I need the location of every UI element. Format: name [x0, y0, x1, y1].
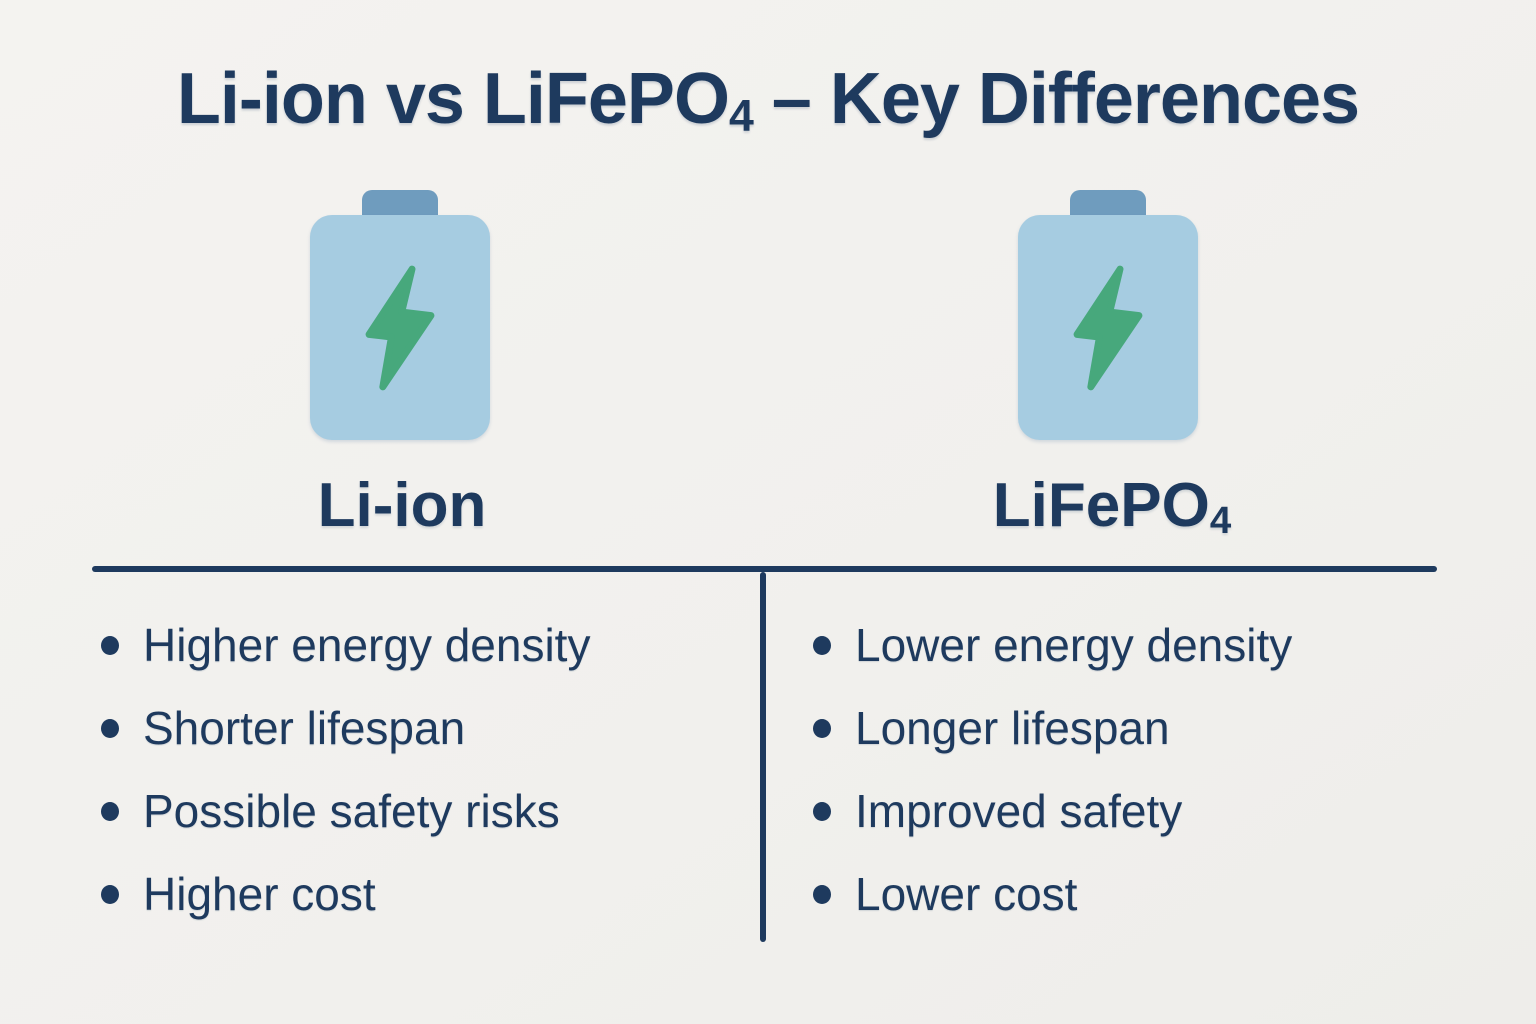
horizontal-divider [92, 566, 1437, 572]
list-item-text: Improved safety [855, 785, 1183, 837]
list-item: Higher energy density [101, 618, 590, 672]
list-item: Lower cost [813, 867, 1292, 921]
list-item: Higher cost [101, 867, 590, 921]
list-item-text: Higher energy density [143, 619, 591, 671]
column-label-subscript: 4 [1209, 498, 1232, 542]
list-item: Shorter lifespan [101, 701, 590, 755]
title-subscript: 4 [728, 92, 754, 142]
battery-body [1018, 215, 1198, 440]
bullet-dot [101, 718, 119, 738]
li-ion-feature-list: Higher energy density Shorter lifespan P… [101, 618, 590, 921]
title-suffix-text: – Key Differences [752, 59, 1360, 139]
list-item-text: Possible safety risks [143, 785, 560, 837]
page-title: Li-ion vs LiFePO4 – Key Differences [0, 58, 1536, 142]
column-label-li-ion: Li-ion [172, 470, 632, 541]
column-label-text: Li-ion [317, 471, 487, 540]
bullet-dot [813, 884, 831, 904]
list-item-text: Shorter lifespan [143, 702, 466, 754]
lifepo4-feature-list: Lower energy density Longer lifespan Imp… [813, 618, 1292, 921]
vertical-divider [760, 572, 766, 942]
list-item: Improved safety [813, 784, 1292, 838]
lightning-bolt-icon [357, 255, 443, 401]
list-item-text: Higher cost [143, 868, 376, 920]
battery-icon-li-ion [310, 190, 490, 440]
list-item-text: Lower energy density [855, 619, 1293, 671]
bullet-dot [101, 884, 119, 904]
battery-body [310, 215, 490, 440]
bullet-dot [101, 801, 119, 821]
battery-icon-lifepo4 [1018, 190, 1198, 440]
title-main-text: Li-ion vs LiFePO [176, 59, 730, 139]
lightning-bolt-icon [1065, 255, 1151, 401]
column-label-text: LiFePO [992, 471, 1210, 540]
list-item-text: Lower cost [855, 868, 1078, 920]
bullet-dot [101, 635, 119, 655]
list-item: Longer lifespan [813, 701, 1292, 755]
list-item-text: Longer lifespan [855, 702, 1170, 754]
list-item: Possible safety risks [101, 784, 590, 838]
bullet-dot [813, 718, 831, 738]
bullet-dot [813, 801, 831, 821]
bullet-dot [813, 635, 831, 655]
column-label-lifepo4: LiFePO4 [882, 470, 1342, 542]
list-item: Lower energy density [813, 618, 1292, 672]
